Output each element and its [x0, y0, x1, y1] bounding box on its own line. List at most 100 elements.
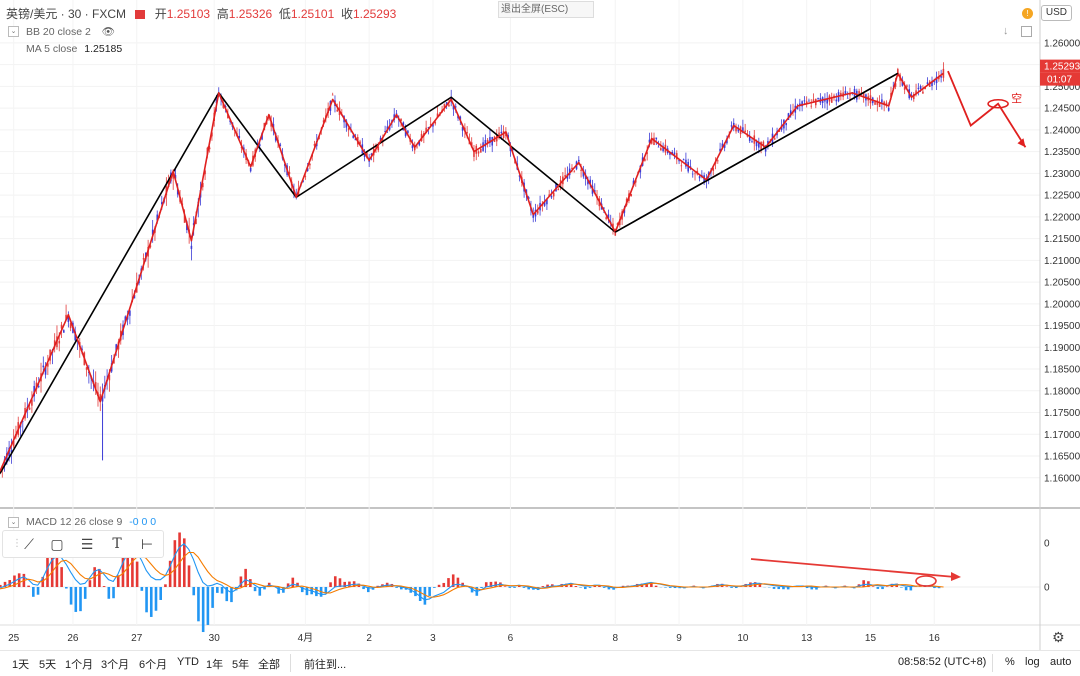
eye-icon[interactable]: 👁 [102, 26, 115, 38]
macd-histogram-bar [862, 580, 865, 587]
macd-histogram-bar [159, 587, 162, 600]
auto-toggle[interactable]: auto [1050, 656, 1071, 668]
macd-histogram-bar [584, 587, 587, 589]
macd-histogram-bar [79, 587, 82, 611]
macd-histogram-bar [447, 578, 450, 587]
time-tick-label: 15 [865, 633, 877, 644]
macd-histogram-bar [70, 587, 73, 605]
macd-histogram-bar [197, 587, 200, 621]
macd-histogram-bar [188, 565, 191, 587]
time-tick-label: 30 [209, 633, 221, 644]
collapse-macd-icon[interactable]: ⌄ [8, 517, 19, 528]
macd-histogram-bar [726, 586, 729, 587]
range-1d-button[interactable]: 1天 [12, 656, 29, 672]
alert-icon[interactable]: ! [1022, 8, 1033, 19]
price-tick-label: 1.20000 [1044, 299, 1080, 310]
macd-histogram-bar [504, 586, 507, 587]
macd-histogram-bar [513, 587, 516, 588]
macd-histogram-bar [773, 587, 776, 589]
price-tick-label: 1.24000 [1044, 125, 1080, 136]
price-tick-label: 1.16000 [1044, 473, 1080, 484]
time-tick-label: 10 [737, 633, 749, 644]
price-tick-label: 1.22500 [1044, 191, 1080, 202]
parallel-channel-tool-icon[interactable]: ☰ [77, 534, 97, 554]
goto-date-button[interactable]: 前往到... [304, 656, 346, 672]
time-tick-label: 3 [430, 633, 436, 644]
macd-histogram-bar [74, 587, 77, 612]
macd-histogram-bar [164, 584, 167, 587]
price-tick-label: 1.21000 [1044, 256, 1080, 267]
percent-toggle[interactable]: % [1005, 656, 1015, 668]
exit-fullscreen-button[interactable]: 退出全屏(ESC) [498, 1, 594, 18]
flag-icon [135, 10, 145, 19]
macd-histogram-bar [0, 585, 2, 587]
macd-histogram-bar [145, 587, 148, 612]
macd-histogram-bar [211, 587, 214, 608]
time-tick-label: 25 [8, 633, 20, 644]
macd-histogram-bar [202, 587, 205, 632]
macd-histogram-bar [221, 587, 224, 594]
macd-histogram-bar [98, 569, 101, 587]
macd-histogram-bar [348, 582, 351, 587]
macd-histogram-bar [589, 587, 592, 588]
macd-histogram-bar [669, 587, 672, 588]
range-1m-button[interactable]: 1个月 [65, 656, 93, 672]
macd-histogram-bar [900, 587, 903, 588]
trendline-tool-icon[interactable]: ⟋ [19, 534, 39, 554]
macd-histogram-bar [575, 586, 578, 587]
macd-histogram-bar [395, 587, 398, 588]
range-1y-button[interactable]: 1年 [206, 656, 223, 672]
currency-button[interactable]: USD [1041, 5, 1072, 21]
macd-histogram-bar [664, 587, 667, 588]
clock-time: 08:58:52 (UTC+8) [898, 656, 986, 668]
macd-histogram-bar [910, 587, 913, 590]
macd-histogram-bar [136, 562, 139, 587]
range-ytd-button[interactable]: YTD [177, 656, 199, 668]
range-6m-button[interactable]: 6个月 [139, 656, 167, 672]
macd-histogram-bar [141, 587, 144, 591]
range-5d-button[interactable]: 5天 [39, 656, 56, 672]
log-toggle[interactable]: log [1025, 656, 1040, 668]
collapse-indicators-icon[interactable]: ⌄ [8, 26, 19, 37]
time-tick-label: 9 [676, 633, 682, 644]
range-all-button[interactable]: 全部 [258, 656, 280, 672]
price-tick-label: 1.17000 [1044, 430, 1080, 441]
maximize-icon[interactable] [1021, 26, 1032, 37]
price-tick-label: 1.22000 [1044, 212, 1080, 223]
download-icon[interactable]: ↓ [1003, 25, 1009, 37]
macd-axis-label: 0 [1044, 583, 1050, 594]
macd-histogram-bar [329, 582, 332, 587]
ma-indicator-row[interactable]: MA 5 close 1.25185 [26, 43, 122, 55]
countdown-label: 01:07 [1047, 75, 1072, 86]
measure-tool-icon[interactable]: ⊢ [137, 534, 157, 554]
macd-histogram-bar [433, 587, 436, 588]
macd-histogram-bar [523, 587, 526, 588]
short-label: 空 [1011, 91, 1022, 105]
macd-histogram-bar [37, 587, 40, 595]
macd-histogram-bar [509, 587, 512, 588]
macd-histogram-bar [877, 587, 880, 589]
macd-histogram-bar [174, 540, 177, 587]
settings-gear-icon[interactable]: ⚙ [1052, 629, 1065, 646]
macd-histogram-bar [872, 586, 875, 587]
time-tick-label: 2 [366, 633, 372, 644]
macd-histogram-bar [419, 587, 422, 601]
macd-histogram-bar [334, 576, 337, 587]
macd-histogram-bar [428, 587, 431, 596]
price-tick-label: 1.24500 [1044, 104, 1080, 115]
macd-histogram-bar [103, 586, 106, 587]
ma-value: 1.25185 [84, 43, 122, 55]
rectangle-tool-icon[interactable]: ▢ [47, 534, 67, 554]
macd-histogram-bar [362, 587, 365, 589]
range-5y-button[interactable]: 5年 [232, 656, 249, 672]
macd-histogram-bar [32, 587, 35, 597]
bb-indicator-row[interactable]: BB 20 close 2 👁 [26, 25, 115, 38]
macd-histogram-bar [603, 587, 606, 588]
macd-histogram-bar [254, 587, 257, 591]
time-tick-label: 4月 [298, 632, 314, 644]
macd-histogram-bar [905, 587, 908, 590]
macd-legend[interactable]: MACD 12 26 close 9 -0 0 0 [26, 516, 156, 528]
range-3m-button[interactable]: 3个月 [101, 656, 129, 672]
text-tool-icon[interactable]: T [107, 534, 127, 554]
